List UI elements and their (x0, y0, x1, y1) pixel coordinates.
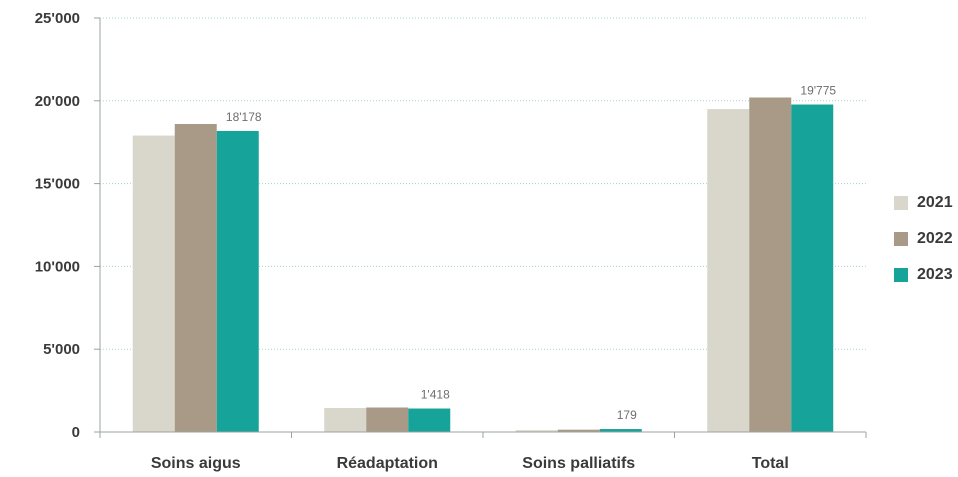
category-label: Réadaptation (337, 455, 438, 472)
bars (132, 97, 834, 433)
y-axis-tick-labels: 0 5'000 10'000 15'000 20'000 25'000 (35, 10, 80, 441)
data-label: 1'418 (421, 388, 450, 402)
x-axis-category-labels: Soins aigus Réadaptation Soins palliatifs T… (151, 455, 789, 472)
data-label: 18'178 (226, 110, 262, 124)
bar-2023-2 (599, 429, 642, 432)
legend-swatch (894, 196, 908, 210)
gridlines (94, 17, 866, 433)
legend-item: 2021 (894, 192, 953, 214)
category-label: Soins aigus (151, 455, 241, 472)
y-tick-label: 15'000 (35, 176, 80, 193)
bar-2021-1 (324, 407, 367, 432)
category-label: Soins palliatifs (522, 455, 635, 472)
legend-label: 2023 (917, 266, 953, 283)
legend-item: 2023 (894, 264, 953, 286)
y-tick-label: 20'000 (35, 93, 80, 110)
axes (99, 18, 867, 438)
legend-swatch (894, 232, 908, 246)
bar-2022-1 (366, 407, 409, 432)
bar-2022-0 (174, 123, 217, 432)
y-tick-label: 0 (72, 424, 80, 441)
category-label: Total (752, 455, 789, 472)
data-labels: 18'178 1'418 179 19'775 (226, 84, 836, 423)
legend-item: 2022 (894, 228, 953, 250)
bar-2022-3 (749, 97, 792, 432)
bar-2021-0 (132, 135, 175, 433)
y-tick-label: 25'000 (35, 10, 80, 27)
y-tick-label: 5'000 (43, 341, 80, 358)
legend-swatch (894, 268, 908, 282)
bar-2022-2 (557, 429, 600, 432)
bar-2023-3 (791, 104, 834, 432)
bar-2021-2 (515, 430, 558, 432)
bar-2021-3 (707, 109, 750, 432)
legend: 2021 2022 2023 (894, 192, 953, 300)
bar-2023-1 (408, 408, 451, 432)
data-label: 19'775 (800, 84, 836, 98)
data-label: 179 (617, 408, 637, 422)
legend-label: 2022 (917, 230, 953, 247)
y-tick-label: 10'000 (35, 258, 80, 275)
bar-2023-0 (216, 130, 259, 432)
legend-label: 2021 (917, 194, 953, 211)
